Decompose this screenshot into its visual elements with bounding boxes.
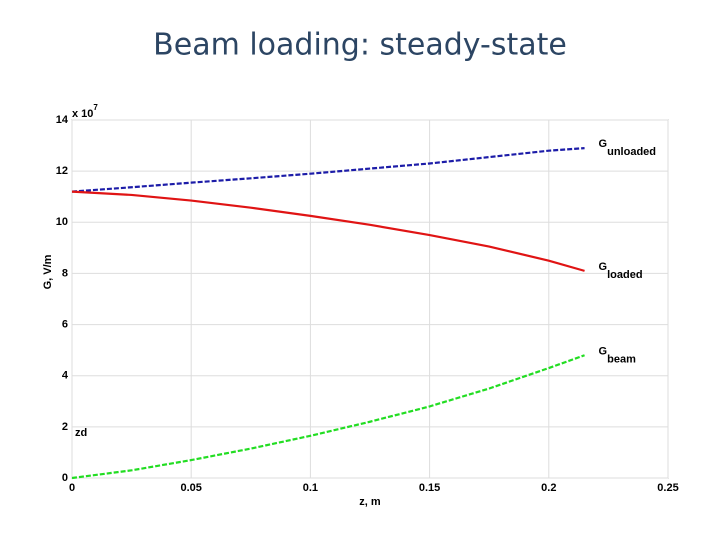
y-tick-label: 12 [56,165,68,177]
chart-title: Beam loading: steady-state [153,28,567,63]
legend-name: G [599,261,608,273]
y-tick-label: 4 [62,370,69,382]
legend-subscript: unloaded [607,146,656,158]
multiplier-base: x 10 [72,108,93,120]
y-multiplier: x 107 [72,103,98,120]
x-tick-label: 0.05 [180,482,201,494]
y-tick-label: 2 [62,421,68,433]
x-tick-label: 0.15 [419,482,440,494]
x-tick-label: 0.1 [303,482,318,494]
series-line [71,147,585,193]
y-tick-label: 8 [62,267,68,279]
legend-name: G [599,345,608,357]
x-tick-label: 0.2 [541,482,556,494]
annotation: zd [75,427,87,439]
legend-label: Gunloaded [599,138,656,158]
legend-subscript: beam [607,353,636,365]
y-tick-label: 10 [56,216,68,228]
series-line [71,190,585,272]
plot-frame [71,119,669,479]
y-axis-label: G, V/m [42,254,54,289]
y-tick-label: 14 [56,114,69,126]
y-tick-label: 0 [62,472,68,484]
y-tick-label: 6 [62,318,68,330]
x-axis-label: z, m [359,496,381,508]
multiplier-exponent: 7 [93,103,98,112]
legend-label: Gbeam [599,345,637,365]
x-tick-label: 0.25 [657,482,678,494]
legend-label: Gloaded [599,261,643,281]
x-tick-label: 0 [69,482,75,494]
series-line [71,354,585,480]
legend-name: G [599,138,608,150]
legend-subscript: loaded [607,269,642,281]
